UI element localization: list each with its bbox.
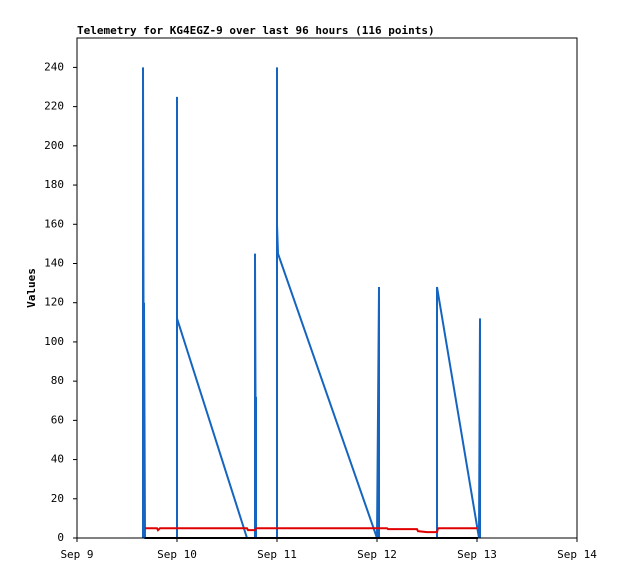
x-tick-label: Sep 9 bbox=[60, 548, 93, 561]
y-tick-label: 60 bbox=[51, 413, 64, 426]
y-tick-label: 200 bbox=[44, 139, 64, 152]
y-tick-label: 160 bbox=[44, 217, 64, 230]
y-tick-label: 20 bbox=[51, 492, 64, 505]
y-tick-label: 100 bbox=[44, 335, 64, 348]
y-tick-label: 80 bbox=[51, 374, 64, 387]
y-tick-label: 40 bbox=[51, 453, 64, 466]
y-tick-label: 240 bbox=[44, 60, 64, 73]
data-line bbox=[142, 67, 481, 539]
y-tick-label: 140 bbox=[44, 256, 64, 269]
y-tick-label: 120 bbox=[44, 296, 64, 309]
chart-title: Telemetry for KG4EGZ-9 over last 96 hour… bbox=[77, 24, 435, 37]
x-tick-label: Sep 13 bbox=[457, 548, 497, 561]
x-tick-label: Sep 12 bbox=[357, 548, 397, 561]
y-tick-label: 180 bbox=[44, 178, 64, 191]
x-tick-label: Sep 11 bbox=[257, 548, 297, 561]
y-tick-label: 220 bbox=[44, 100, 64, 113]
x-tick-label: Sep 10 bbox=[157, 548, 197, 561]
y-tick-label: 0 bbox=[57, 531, 64, 544]
y-axis-label: Values bbox=[25, 268, 38, 308]
x-tick-label: Sep 14 bbox=[557, 548, 597, 561]
data-line bbox=[145, 527, 477, 534]
plot-frame bbox=[76, 37, 578, 539]
